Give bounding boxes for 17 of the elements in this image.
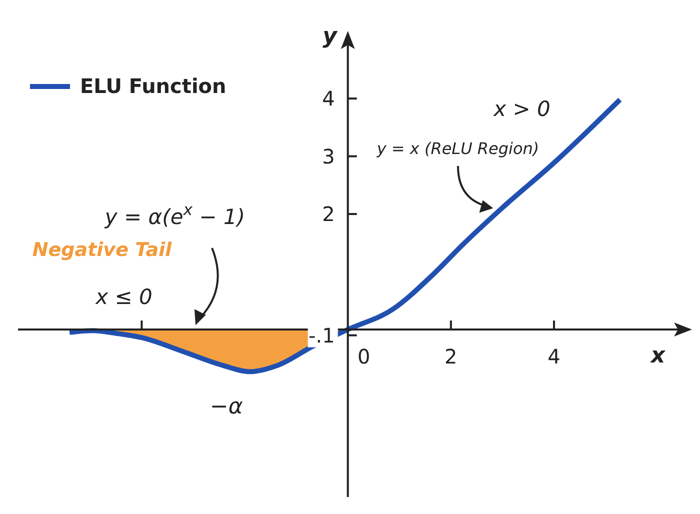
legend: ELU Function	[30, 74, 226, 98]
x-tick-label: 4	[548, 344, 560, 369]
x-tick-label: 2	[444, 344, 458, 369]
annotation: x ≤ 0	[94, 285, 152, 309]
annotation: y = α(e$^{x}$ − 1)	[104, 200, 246, 229]
legend-label: ELU Function	[80, 74, 226, 98]
y-tick-label: 4	[322, 86, 335, 111]
annotation: Negative Tail	[32, 239, 172, 261]
x-axis-title: x	[650, 344, 666, 369]
y-tick-label: 2	[322, 202, 335, 226]
annotation: y = x (ReLU Region)	[376, 139, 540, 158]
y-tick-label: -.1	[308, 323, 335, 348]
x-tick-label: 0	[357, 344, 370, 369]
y-axis-title: y	[322, 24, 339, 49]
annotation: x > 0	[492, 97, 550, 121]
annotation: −α	[210, 394, 244, 420]
y-tick-label: 3	[322, 144, 335, 168]
